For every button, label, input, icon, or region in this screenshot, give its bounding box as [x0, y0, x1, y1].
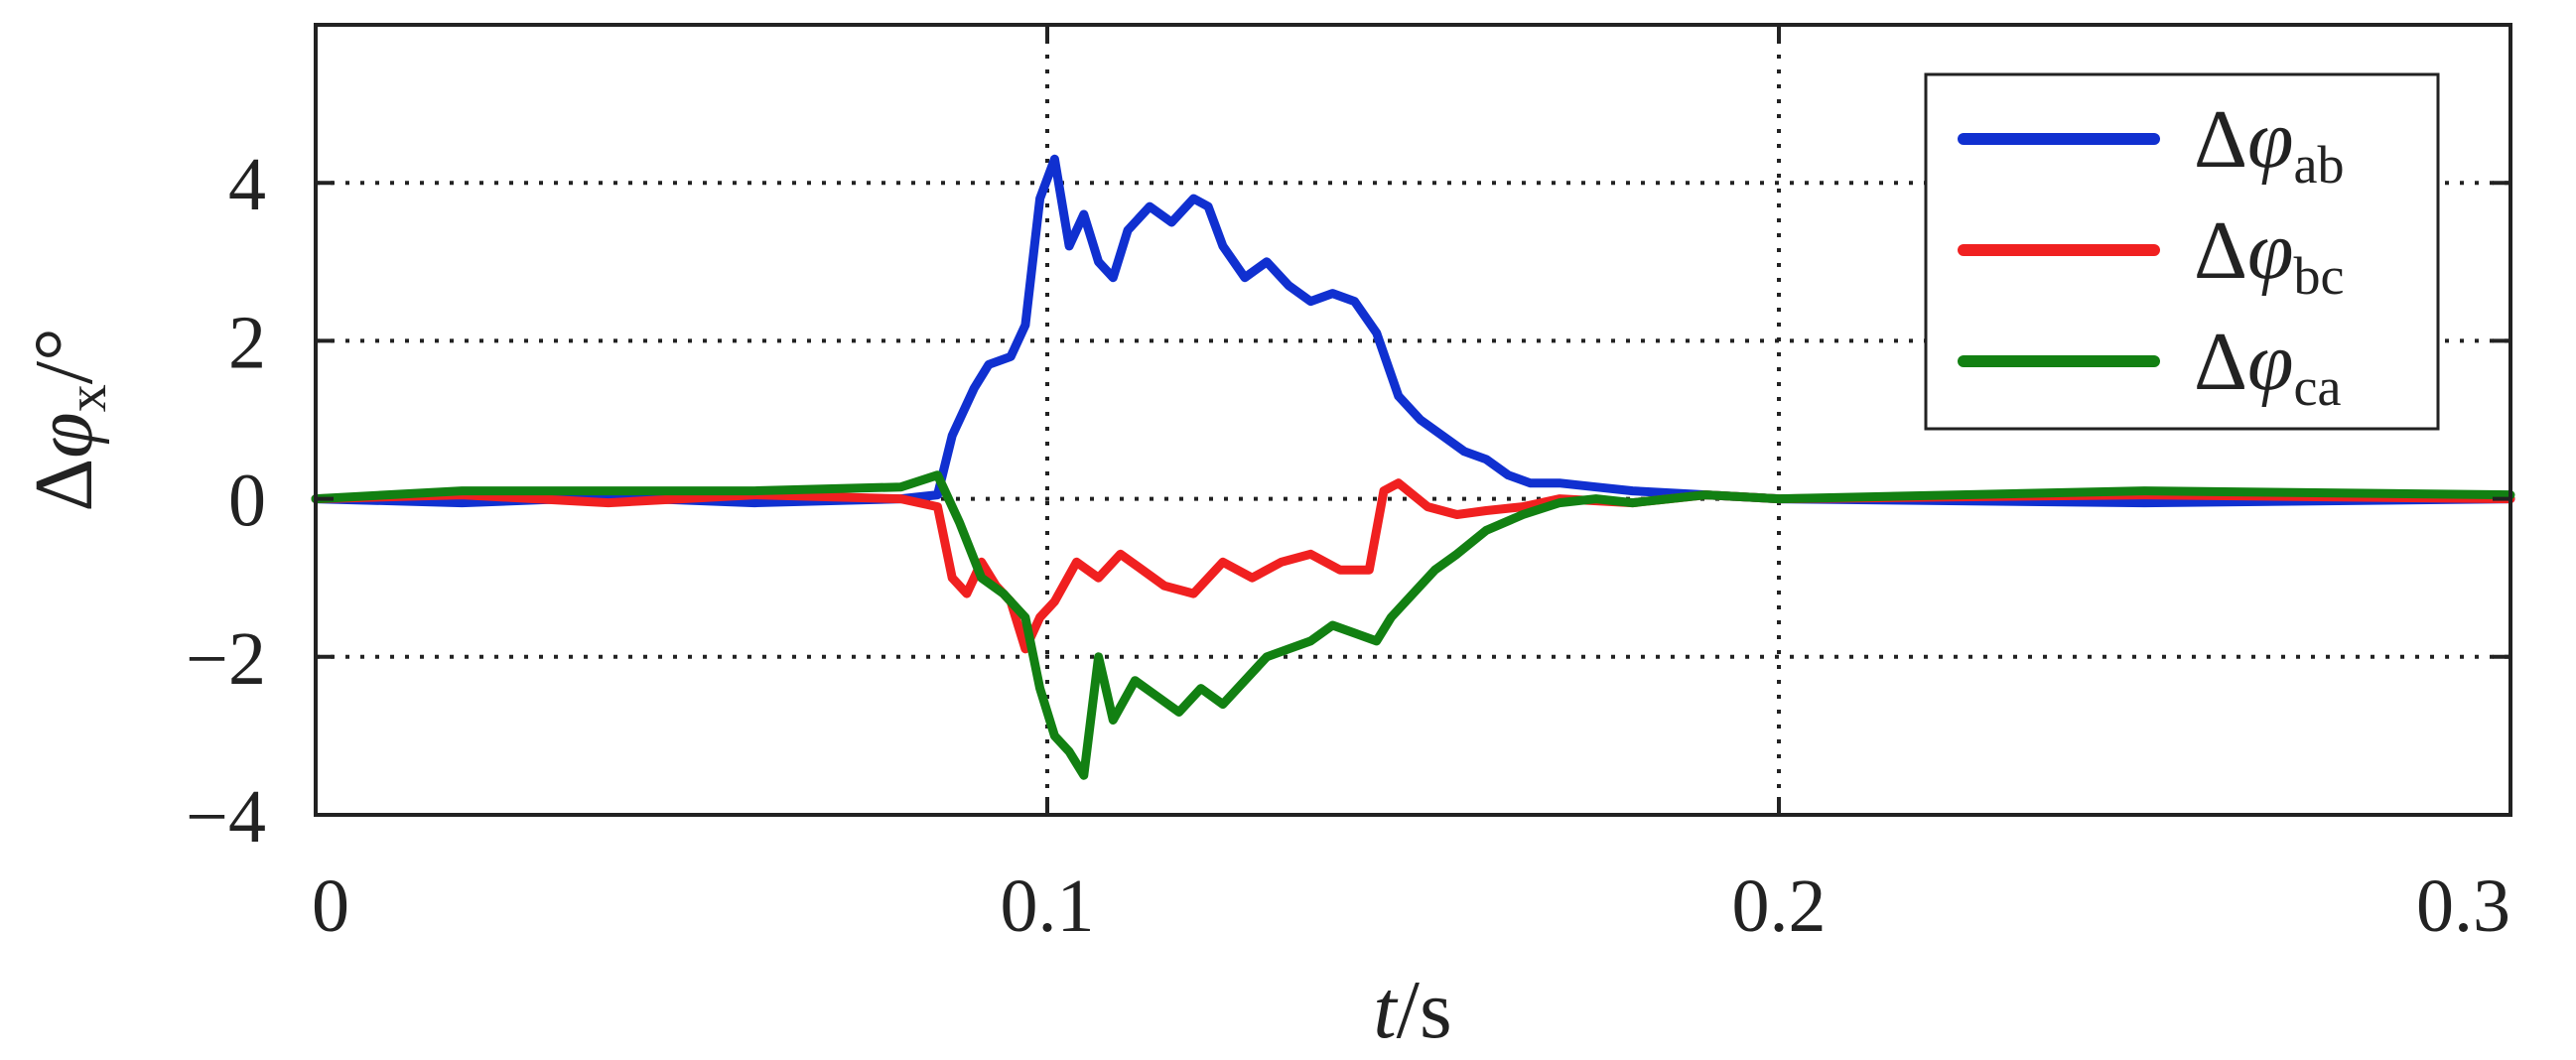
x-tick-label: 0.3 [2416, 864, 2510, 948]
y-axis-label-var: φ [18, 412, 110, 458]
grid-lines [316, 25, 2510, 815]
legend-label-ab-sub: ab [2294, 135, 2345, 195]
legend-label-ab-prefix: Δ [2194, 93, 2247, 186]
x-axis-label-var: t [1373, 964, 1399, 1056]
legend-label-bc-var: φ [2247, 204, 2293, 297]
plot-frame [314, 23, 2512, 817]
series-line-bc [311, 478, 2515, 654]
legend-label-ca-prefix: Δ [2194, 316, 2247, 408]
y-tick-label: 0 [228, 460, 266, 543]
legend-label-ca: Δφca [2194, 316, 2341, 417]
legend-label-ca-sub: ca [2294, 357, 2342, 417]
legend-label-bc-sub: bc [2294, 246, 2345, 306]
y-tick-label: −2 [186, 617, 266, 701]
x-tick-label: 0 [312, 864, 349, 948]
x-axis-label-unit: /s [1397, 964, 1452, 1056]
axis-ticks: 0 0.1 0.2 0.3 −4 −2 0 2 4 [186, 25, 2512, 948]
legend: Δφab Δφbc Δφca [1924, 72, 2440, 431]
y-tick-label: −4 [186, 775, 266, 859]
y-axis-label-sub: x [57, 384, 118, 412]
series-line-ab [311, 154, 2515, 508]
x-tick-label: 0.2 [1732, 864, 1827, 948]
x-axis-label: t/s [1373, 964, 1451, 1056]
series-layer [311, 154, 2515, 780]
legend-label-ab-var: φ [2247, 93, 2293, 186]
legend-label-bc-prefix: Δ [2194, 204, 2247, 297]
y-axis-label-prefix: Δ [18, 459, 110, 512]
legend-label-ca-var: φ [2247, 316, 2293, 408]
y-axis-label: Δφx/° [18, 328, 118, 511]
y-tick-label: 4 [228, 143, 266, 226]
legend-label-bc: Δφbc [2194, 204, 2344, 306]
legend-label-ab: Δφab [2194, 93, 2344, 195]
y-axis-label-unit: /° [18, 328, 110, 384]
series-line-ca [311, 470, 2515, 780]
x-tick-label: 0.1 [1001, 864, 1095, 948]
y-tick-label: 2 [228, 301, 266, 384]
